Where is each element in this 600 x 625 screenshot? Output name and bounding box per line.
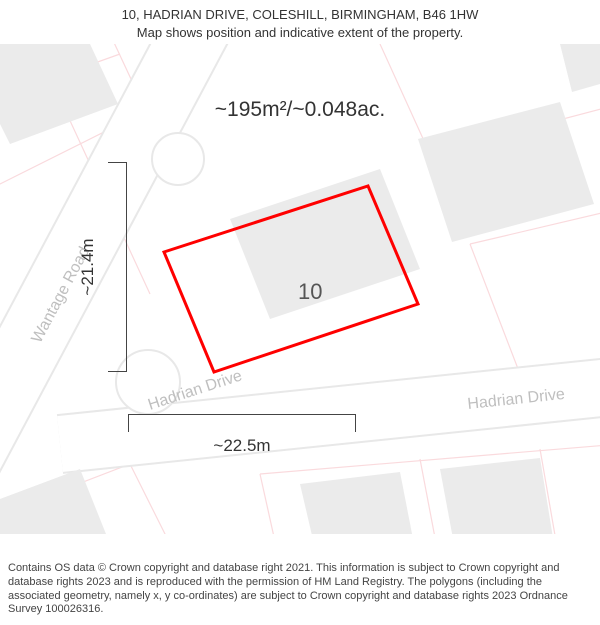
- plot-number: 10: [298, 279, 322, 305]
- v-tick-bottom: [108, 371, 126, 372]
- h-line: [128, 414, 356, 415]
- v-measure-label: ~21.4m: [78, 238, 98, 295]
- h-tick-right: [355, 414, 356, 432]
- v-tick-top: [108, 162, 126, 163]
- map-subtitle: Map shows position and indicative extent…: [10, 24, 590, 42]
- horizontal-measure: ~22.5m: [128, 414, 356, 464]
- map-area: Wantage Road Hadrian Drive Hadrian Drive…: [0, 44, 600, 534]
- copyright-footer: Contains OS data © Crown copyright and d…: [0, 556, 600, 625]
- address-title: 10, HADRIAN DRIVE, COLESHILL, BIRMINGHAM…: [10, 6, 590, 24]
- h-tick-left: [128, 414, 129, 432]
- map-header: 10, HADRIAN DRIVE, COLESHILL, BIRMINGHAM…: [0, 0, 600, 43]
- h-measure-label: ~22.5m: [213, 436, 270, 456]
- area-label: ~195m²/~0.048ac.: [215, 98, 385, 122]
- vertical-measure: ~21.4m: [66, 162, 126, 372]
- v-line: [126, 162, 127, 372]
